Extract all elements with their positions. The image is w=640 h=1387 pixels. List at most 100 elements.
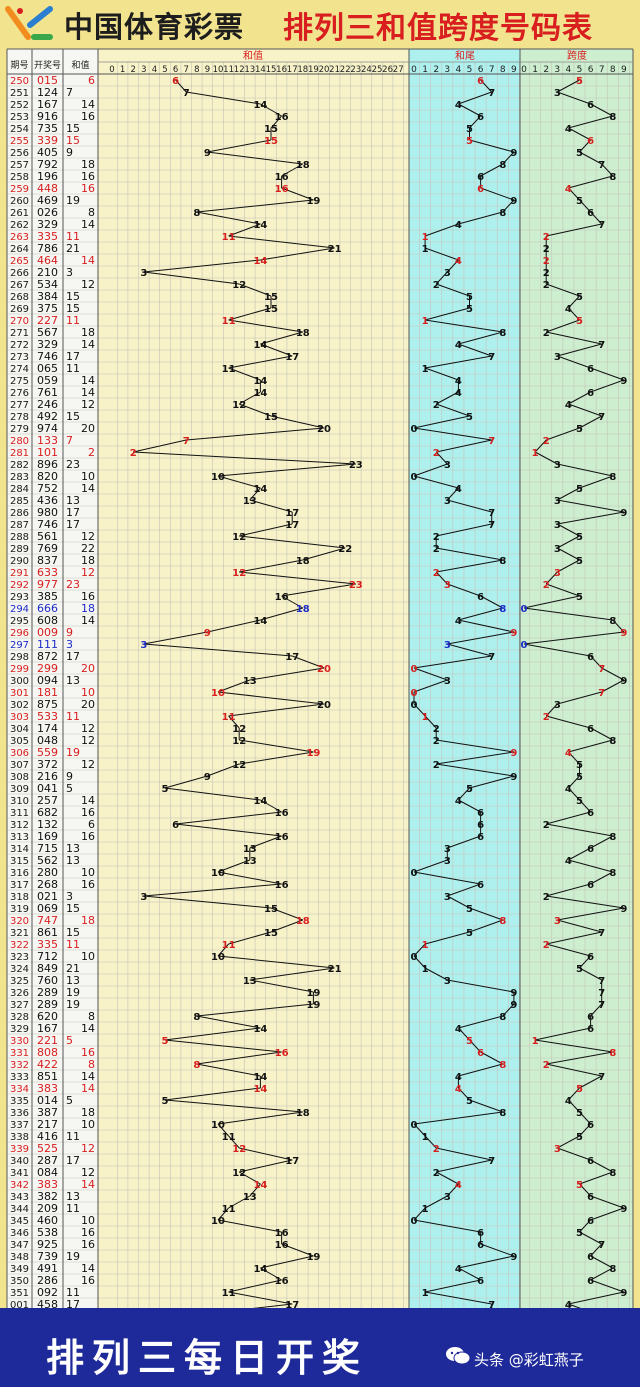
tail-trend-segment [413, 655, 492, 669]
period-label: 263 [10, 232, 29, 243]
sum-point: 16 [275, 184, 289, 195]
sum-value: 18 [81, 326, 95, 339]
sum-point: 18 [296, 328, 310, 339]
period-label: 295 [10, 616, 29, 627]
tail-point: 1 [422, 1204, 429, 1215]
tail-point: 6 [477, 832, 484, 843]
sum-value: 21 [66, 242, 80, 255]
sum-trend-segment [143, 259, 261, 273]
sum-point: 13 [243, 676, 257, 687]
draw-number: 666 [37, 602, 58, 615]
sum-axis-tick: 6 [173, 65, 178, 75]
span-point: 7 [598, 1240, 605, 1251]
tail-trend-segment [469, 775, 515, 789]
sum-trend-segment [239, 559, 303, 573]
tail-panel-bg [409, 49, 520, 1308]
footer-banner [0, 1308, 640, 1387]
sum-point: 13 [243, 844, 257, 855]
sum-axis-tick: 4 [152, 65, 157, 75]
draw-number: 335 [37, 938, 58, 951]
sum-trend-segment [143, 643, 293, 657]
tail-point: 1 [422, 364, 429, 375]
sum-value: 6 [88, 74, 95, 87]
span-point: 3 [554, 568, 561, 579]
span-trend-segment [579, 139, 591, 153]
sum-value: 9 [66, 626, 73, 639]
header: 中国体育彩票 排列三和值跨度号码表 [0, 0, 640, 46]
draw-number: 620 [37, 1010, 58, 1023]
sum-point: 14 [253, 220, 267, 231]
span-point: 2 [543, 436, 550, 447]
sum-trend-segment [217, 463, 356, 477]
period-label: 325 [10, 976, 29, 987]
sum-value: 16 [81, 110, 95, 123]
tail-trend-segment [413, 703, 426, 717]
sum-point: 14 [253, 100, 267, 111]
sum-value: 12 [81, 722, 95, 735]
sum-value: 17 [66, 1154, 80, 1167]
sum-point: 10 [211, 1216, 225, 1227]
span-point: 6 [587, 208, 594, 219]
sum-value: 16 [81, 878, 95, 891]
span-point: 8 [609, 172, 616, 183]
tail-point: 5 [466, 904, 473, 915]
sum-value: 19 [66, 1250, 80, 1263]
period-label: 275 [10, 376, 29, 387]
span-trend-segment [534, 1027, 591, 1041]
period-label: 271 [10, 328, 29, 339]
sum-value: 10 [81, 1214, 95, 1227]
sum-value: 15 [66, 122, 80, 135]
sum-point: 22 [338, 544, 352, 555]
sum-point: 20 [317, 700, 331, 711]
span-trend-segment [557, 463, 613, 477]
sum-trend-segment [260, 343, 293, 357]
span-point: 9 [620, 1204, 627, 1215]
period-label: 307 [10, 760, 29, 771]
tail-point: 9 [510, 1000, 517, 1011]
sum-point: 7 [183, 88, 190, 99]
sum-point: 14 [253, 1180, 267, 1191]
sum-point: 3 [140, 640, 147, 651]
tail-point: 7 [488, 520, 495, 531]
tail-trend-segment [413, 427, 492, 441]
draw-number: 133 [37, 434, 58, 447]
span-panel-bg [520, 49, 633, 1308]
sum-point: 19 [306, 988, 320, 999]
tail-point: 5 [466, 292, 473, 303]
sum-value: 12 [81, 734, 95, 747]
sum-point: 15 [264, 124, 278, 135]
period-label: 312 [10, 820, 29, 831]
sum-trend-segment [260, 1255, 314, 1269]
sum-value: 15 [66, 926, 80, 939]
sum-value: 10 [81, 470, 95, 483]
sum-value: 17 [66, 518, 80, 531]
sum-point: 19 [306, 1000, 320, 1011]
span-axis-tick: 0 [521, 65, 527, 75]
tail-trend-segment [469, 115, 481, 129]
wechat-icon [446, 1347, 471, 1365]
sum-value: 5 [66, 1094, 73, 1107]
span-trend-segment [534, 439, 547, 453]
tail-trend-segment [480, 1243, 515, 1257]
span-point: 6 [587, 1120, 594, 1131]
tail-point: 4 [455, 220, 462, 231]
sum-value: 13 [66, 674, 80, 687]
span-trend-segment [557, 487, 580, 501]
tail-trend-segment [458, 1255, 515, 1269]
sum-trend-segment [249, 499, 293, 513]
tail-point: 1 [422, 712, 429, 723]
tail-point: 8 [499, 1060, 506, 1071]
span-point: 6 [587, 1012, 594, 1023]
tail-trend-segment [447, 499, 492, 513]
sum-value: 3 [66, 890, 73, 903]
period-label: 291 [10, 568, 29, 579]
sum-trend-segment [239, 751, 314, 765]
period-label: 259 [10, 184, 29, 195]
span-point: 2 [543, 268, 550, 279]
span-point: 4 [565, 1300, 572, 1308]
tail-point: 6 [477, 1276, 484, 1287]
draw-number: 257 [37, 794, 58, 807]
draw-number: 538 [37, 1226, 58, 1239]
tail-point: 3 [444, 640, 451, 651]
draw-number: 980 [37, 506, 58, 519]
